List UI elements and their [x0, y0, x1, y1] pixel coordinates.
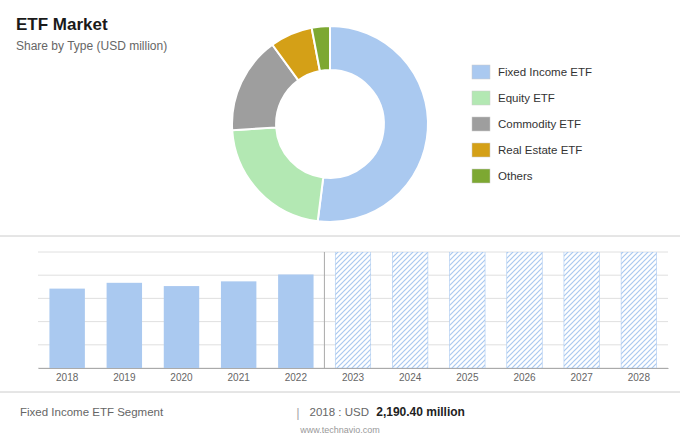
- panel-separator: [0, 236, 680, 237]
- legend-swatch: [472, 91, 490, 105]
- x-tick: 2020: [170, 372, 193, 383]
- footer-text: |: [296, 405, 299, 420]
- footer-text: 2018 : USD: [310, 406, 373, 418]
- x-tick: 2019: [113, 372, 136, 383]
- bars: [49, 252, 656, 368]
- bar-hatched: [621, 252, 656, 368]
- donut: [232, 26, 428, 222]
- bar: [49, 289, 84, 368]
- legend-label: Commodity ETF: [498, 118, 581, 130]
- x-tick-label: 2022: [285, 372, 308, 383]
- footer-website: www.technavio.com: [299, 425, 380, 435]
- donut-slice: [318, 26, 428, 222]
- x-tick: 2024: [399, 372, 422, 383]
- legend-label: Equity ETF: [498, 92, 555, 104]
- bar: [278, 274, 313, 368]
- footer: Fixed Income ETF Segment | 2018 : USD 2,19…: [20, 405, 465, 435]
- grid: [38, 252, 668, 368]
- legend-label: Fixed Income ETF: [498, 66, 592, 78]
- footer-text: Fixed Income ETF Segment: [20, 406, 164, 418]
- bar: [107, 283, 142, 368]
- footer-separator: [0, 392, 680, 393]
- donut-slice: [312, 26, 330, 71]
- bar: [221, 281, 256, 368]
- chart-root: ETF Market Share by Type (USD million) Fix…: [0, 0, 680, 440]
- legend-swatch: [472, 143, 490, 157]
- x-tick: 2023: [342, 372, 365, 383]
- x-tick-label: 2027: [571, 372, 594, 383]
- legend-label: Others: [498, 170, 533, 182]
- x-tick-label: 2024: [399, 372, 422, 383]
- x-tick-label: 2028: [628, 372, 651, 383]
- x-axis: 2018 2019 2020 2021 2022 2023 2024 2025 2026 2027…: [39, 369, 669, 384]
- x-tick-label: 2025: [456, 372, 479, 383]
- donut-slice: [232, 127, 323, 221]
- x-tick-label: 2019: [113, 372, 136, 383]
- x-tick: 2027: [571, 372, 594, 383]
- x-tick: 2026: [513, 372, 536, 383]
- bar-hatched: [392, 252, 427, 368]
- bar: [164, 286, 199, 368]
- divider: [324, 252, 325, 368]
- legend-swatch: [472, 117, 490, 131]
- x-axis-line: [39, 368, 669, 369]
- bar-hatched: [507, 252, 542, 368]
- bar-hatched: [335, 252, 370, 368]
- x-tick: 2025: [456, 372, 479, 383]
- legend: Fixed Income ETF Equity ETF Commodity ETF R…: [472, 65, 592, 183]
- legend-label: Real Estate ETF: [498, 144, 582, 156]
- x-tick-label: 2021: [228, 372, 251, 383]
- x-tick: 2028: [628, 372, 651, 383]
- subtitle: Share by Type (USD million): [16, 39, 167, 53]
- x-tick: 2022: [285, 372, 308, 383]
- x-tick-label: 2018: [56, 372, 79, 383]
- legend-swatch: [472, 169, 490, 183]
- bar-hatched: [450, 252, 485, 368]
- footer-text: 2,190.40 million: [376, 405, 465, 419]
- x-tick: 2021: [228, 372, 251, 383]
- bar-hatched: [564, 252, 599, 368]
- x-tick-label: 2020: [170, 372, 193, 383]
- x-tick-label: 2026: [513, 372, 536, 383]
- legend-swatch: [472, 65, 490, 79]
- x-tick: 2018: [56, 372, 79, 383]
- title: ETF Market: [16, 15, 108, 34]
- x-tick-label: 2023: [342, 372, 365, 383]
